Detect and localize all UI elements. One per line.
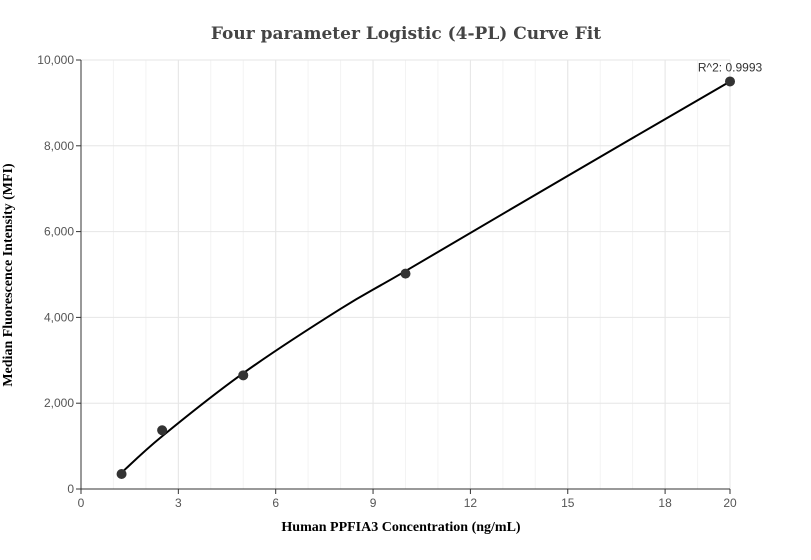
y-tick-label: 4,000 [44,310,74,324]
x-tick-label: 15 [561,496,575,510]
chart-axes [80,60,730,490]
x-tick-label: 18 [658,496,672,510]
fit-curve-group [120,80,731,474]
y-tick-label: 10,000 [37,53,74,67]
y-tick-label: 0 [67,482,74,496]
y-tick-label: 8,000 [44,139,74,153]
x-tick-label: 3 [175,496,182,510]
y-axis-ticks: 0 2,000 4,000 6,000 8,000 10,000 [37,53,81,496]
x-tick-label: 12 [464,496,478,510]
x-tick-label: 9 [370,496,377,510]
fit-curve-line [120,80,731,474]
data-point [157,425,168,436]
data-point [238,370,249,381]
chart-title: Four parameter Logistic (4-PL) Curve Fit [211,24,601,44]
x-axis-ticks: 0 3 6 9 12 15 18 20 [78,489,737,510]
x-tick-label: 6 [272,496,279,510]
x-axis-label: Human PPFIA3 Concentration (ng/mL) [281,520,521,535]
x-tick-label: 20 [723,496,737,510]
x-tick-label: 0 [78,496,85,510]
y-tick-label: 2,000 [44,396,74,410]
data-point [400,268,411,279]
y-axis-label: Median Fluorescence Intensity (MFI) [1,163,16,387]
data-point [116,468,127,479]
y-tick-label: 6,000 [44,225,74,239]
data-points [116,76,735,479]
r-squared-annotation: R^2: 0.9993 [698,60,763,74]
data-point [725,76,735,87]
